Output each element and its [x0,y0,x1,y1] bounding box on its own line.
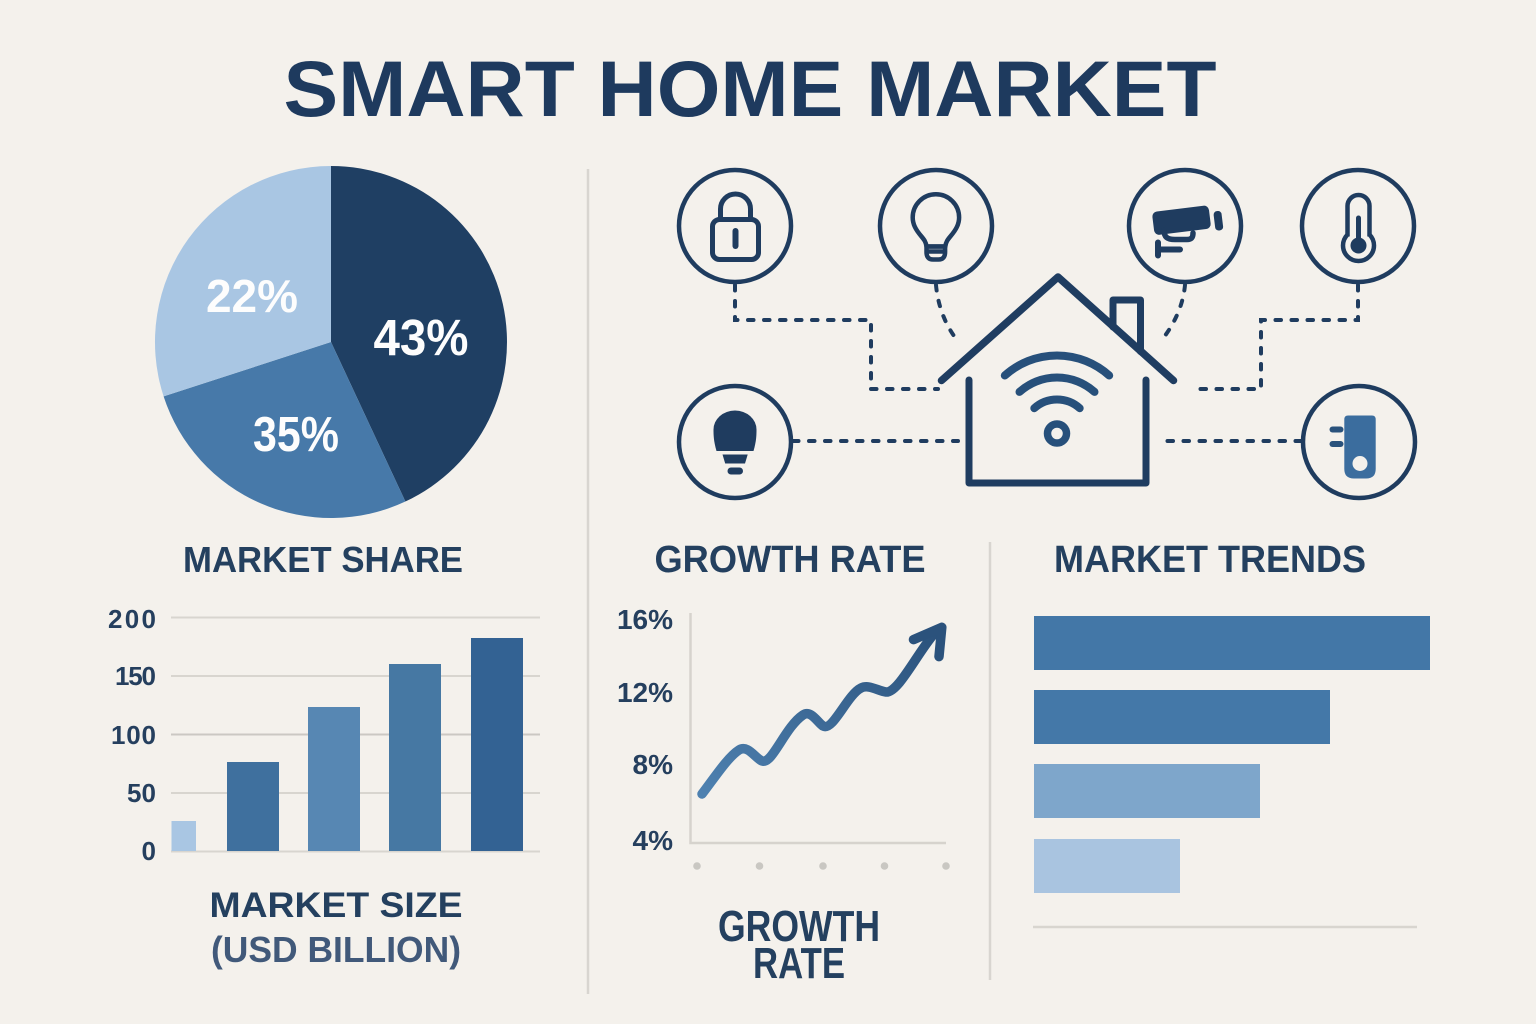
svg-text:SMART HOME MARKET: SMART HOME MARKET [284,44,1217,133]
svg-text:GROWTH: GROWTH [718,902,880,951]
svg-text:100: 100 [111,720,156,750]
svg-text:16%: 16% [617,604,673,635]
svg-text:MARKET SHARE: MARKET SHARE [183,539,463,580]
svg-text:22%: 22% [206,270,298,322]
svg-text:GROWTH RATE: GROWTH RATE [655,539,926,581]
svg-text:12%: 12% [617,677,673,708]
svg-text:0: 0 [142,836,156,866]
svg-text:RATE: RATE [753,939,845,988]
svg-text:43%: 43% [374,309,469,366]
svg-text:150: 150 [115,661,156,691]
svg-text:MARKET TRENDS: MARKET TRENDS [1054,539,1366,581]
svg-text:4%: 4% [633,825,674,856]
svg-text:200: 200 [108,604,156,634]
svg-text:50: 50 [127,778,156,808]
svg-text:MARKET SIZE: MARKET SIZE [210,886,463,925]
svg-text:35%: 35% [253,408,339,462]
svg-text:(USD BILLION): (USD BILLION) [211,929,461,970]
svg-text:8%: 8% [633,749,674,780]
